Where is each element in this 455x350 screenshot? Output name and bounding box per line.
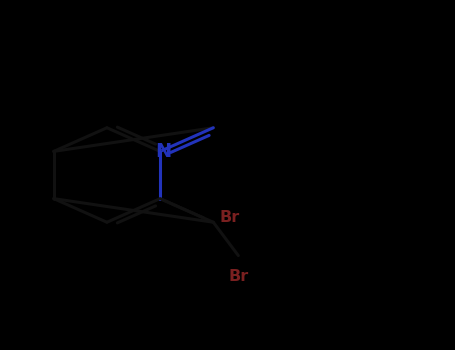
- Text: Br: Br: [228, 269, 248, 284]
- Text: Br: Br: [219, 210, 240, 225]
- Text: N: N: [156, 142, 172, 161]
